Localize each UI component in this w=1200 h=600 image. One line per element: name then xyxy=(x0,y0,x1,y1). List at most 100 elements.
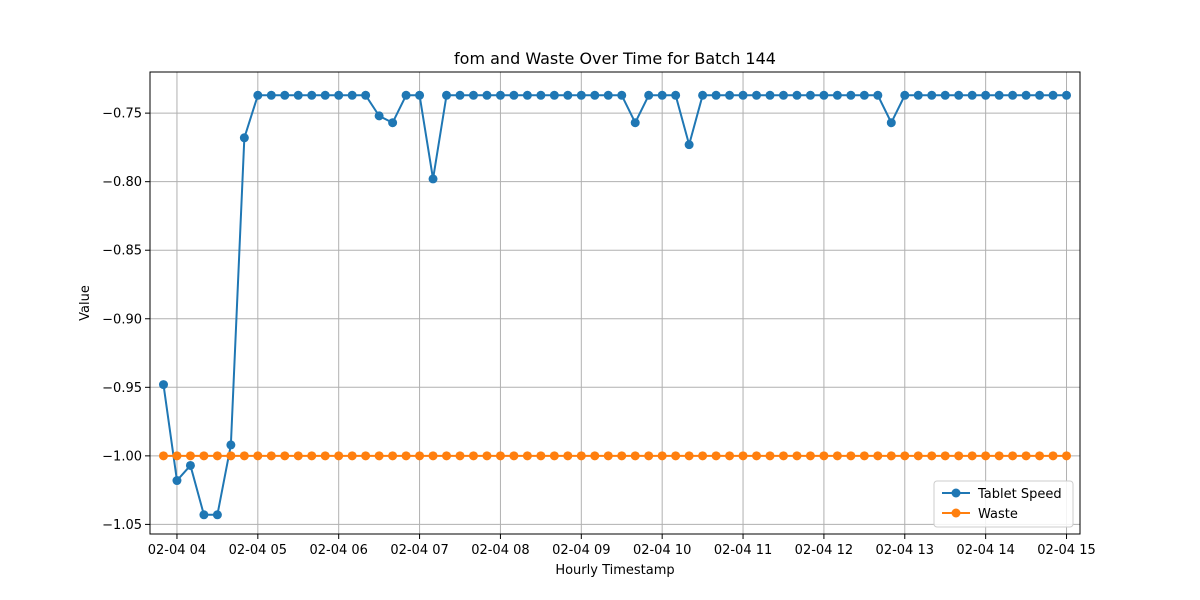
data-point-tablet-speed xyxy=(617,90,627,100)
data-point-tablet-speed xyxy=(940,90,950,100)
data-point-waste xyxy=(428,451,438,461)
data-point-tablet-speed xyxy=(967,90,977,100)
data-point-tablet-speed xyxy=(819,90,829,100)
data-point-waste xyxy=(253,451,263,461)
x-tick-label: 02-04 12 xyxy=(795,543,853,558)
data-point-waste xyxy=(212,451,222,461)
data-point-tablet-speed xyxy=(576,90,586,100)
y-tick-label: −0.95 xyxy=(102,381,142,396)
data-point-tablet-speed xyxy=(482,90,492,100)
data-point-tablet-speed xyxy=(1048,90,1058,100)
data-point-waste xyxy=(158,451,168,461)
data-point-waste xyxy=(442,451,452,461)
data-point-tablet-speed xyxy=(293,90,303,100)
data-point-waste xyxy=(347,451,357,461)
data-point-tablet-speed xyxy=(401,90,411,100)
data-point-tablet-speed xyxy=(199,510,209,520)
data-point-tablet-speed xyxy=(954,90,964,100)
y-tick-label: −0.85 xyxy=(102,244,142,259)
series-waste xyxy=(158,451,1072,461)
data-point-waste xyxy=(415,451,425,461)
data-point-tablet-speed xyxy=(266,90,276,100)
data-point-tablet-speed xyxy=(307,90,317,100)
data-point-tablet-speed xyxy=(239,133,249,143)
data-point-tablet-speed xyxy=(280,90,290,100)
data-point-waste xyxy=(495,451,505,461)
data-point-tablet-speed xyxy=(212,510,222,520)
data-point-tablet-speed xyxy=(752,90,762,100)
data-point-waste xyxy=(536,451,546,461)
data-point-tablet-speed xyxy=(805,90,815,100)
data-point-waste xyxy=(657,451,667,461)
data-point-waste xyxy=(859,451,869,461)
y-tick-label: −0.90 xyxy=(102,312,142,327)
data-point-waste xyxy=(334,451,344,461)
data-point-tablet-speed xyxy=(563,90,573,100)
x-tick-label: 02-04 05 xyxy=(229,543,287,558)
data-point-waste xyxy=(172,451,182,461)
x-tick-label: 02-04 04 xyxy=(148,543,206,558)
y-tick-label: −0.80 xyxy=(102,175,142,190)
x-axis-label: Hourly Timestamp xyxy=(555,563,674,578)
legend: Tablet Speed Waste xyxy=(933,480,1074,528)
data-point-waste xyxy=(886,451,896,461)
data-point-waste xyxy=(482,451,492,461)
data-point-tablet-speed xyxy=(657,90,667,100)
data-point-waste xyxy=(468,451,478,461)
data-point-waste xyxy=(563,451,573,461)
data-point-tablet-speed xyxy=(590,90,600,100)
series-layer xyxy=(158,90,1072,520)
data-point-tablet-speed xyxy=(900,90,910,100)
x-tick-label: 02-04 10 xyxy=(633,543,691,558)
data-point-waste xyxy=(630,451,640,461)
data-point-tablet-speed xyxy=(1021,90,1031,100)
data-point-waste xyxy=(320,451,330,461)
data-point-waste xyxy=(590,451,600,461)
legend-marker-tablet-speed xyxy=(951,488,961,498)
data-point-waste xyxy=(927,451,937,461)
x-tick-label: 02-04 07 xyxy=(390,543,448,558)
data-point-tablet-speed xyxy=(442,90,452,100)
data-point-waste xyxy=(738,451,748,461)
data-point-waste xyxy=(239,451,249,461)
data-point-waste xyxy=(455,451,465,461)
data-point-tablet-speed xyxy=(361,90,371,100)
y-tick-label: −0.75 xyxy=(102,107,142,122)
data-point-waste xyxy=(280,451,290,461)
data-point-waste xyxy=(994,451,1004,461)
data-point-waste xyxy=(913,451,923,461)
chart-title: fom and Waste Over Time for Batch 144 xyxy=(454,49,776,68)
y-tick-label: −1.05 xyxy=(102,518,142,533)
data-point-tablet-speed xyxy=(927,90,937,100)
data-point-waste xyxy=(981,451,991,461)
data-point-tablet-speed xyxy=(886,118,896,128)
data-point-waste xyxy=(644,451,654,461)
series-tablet-speed xyxy=(158,90,1072,520)
data-point-waste xyxy=(522,451,532,461)
data-point-waste xyxy=(954,451,964,461)
data-point-tablet-speed xyxy=(711,90,721,100)
data-point-tablet-speed xyxy=(792,90,802,100)
plot-frame xyxy=(149,71,1081,535)
data-point-waste xyxy=(792,451,802,461)
data-point-waste xyxy=(900,451,910,461)
data-point-tablet-speed xyxy=(1062,90,1072,100)
data-point-waste xyxy=(401,451,411,461)
y-tick-label: −1.00 xyxy=(102,449,142,464)
x-tick-label: 02-04 08 xyxy=(471,543,529,558)
data-point-tablet-speed xyxy=(509,90,519,100)
data-point-tablet-speed xyxy=(738,90,748,100)
data-point-tablet-speed xyxy=(158,380,168,390)
data-point-tablet-speed xyxy=(644,90,654,100)
data-point-tablet-speed xyxy=(994,90,1004,100)
data-point-tablet-speed xyxy=(320,90,330,100)
data-point-waste xyxy=(307,451,317,461)
x-tick-label: 02-04 09 xyxy=(552,543,610,558)
data-point-waste xyxy=(778,451,788,461)
data-point-waste xyxy=(752,451,762,461)
x-tick-label: 02-04 14 xyxy=(956,543,1014,558)
data-point-waste xyxy=(1021,451,1031,461)
data-point-waste xyxy=(185,451,195,461)
data-point-tablet-speed xyxy=(172,476,182,486)
